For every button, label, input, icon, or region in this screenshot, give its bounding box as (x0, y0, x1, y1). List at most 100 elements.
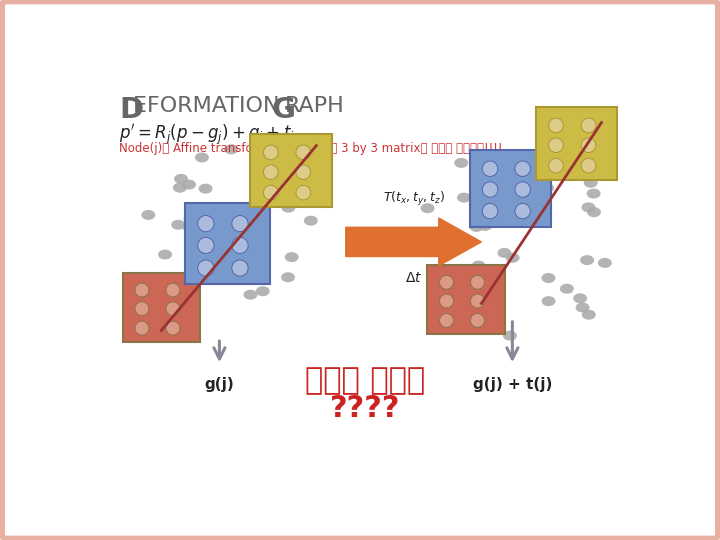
Circle shape (482, 204, 498, 219)
Ellipse shape (282, 202, 295, 213)
Circle shape (549, 138, 563, 152)
Ellipse shape (197, 265, 212, 275)
Ellipse shape (573, 293, 587, 303)
Circle shape (264, 145, 278, 160)
Circle shape (471, 275, 485, 289)
Ellipse shape (248, 214, 262, 224)
Ellipse shape (256, 234, 271, 244)
Ellipse shape (224, 144, 238, 154)
Circle shape (135, 283, 149, 297)
Ellipse shape (587, 207, 601, 217)
Ellipse shape (214, 269, 228, 279)
Ellipse shape (534, 151, 548, 161)
Ellipse shape (474, 273, 488, 284)
Circle shape (166, 283, 180, 297)
Ellipse shape (575, 302, 590, 313)
Ellipse shape (194, 245, 208, 255)
FancyArrow shape (346, 218, 482, 266)
Ellipse shape (491, 213, 505, 223)
Circle shape (264, 185, 278, 200)
Ellipse shape (492, 280, 506, 290)
Circle shape (264, 165, 278, 179)
Ellipse shape (598, 258, 612, 268)
Text: $T(t_x, t_y, t_z)$: $T(t_x, t_y, t_z)$ (382, 190, 444, 208)
Ellipse shape (248, 209, 263, 219)
Circle shape (439, 275, 454, 289)
Circle shape (471, 314, 485, 327)
Ellipse shape (480, 160, 494, 171)
Bar (536, 107, 617, 180)
Ellipse shape (490, 309, 504, 320)
Text: G: G (271, 96, 295, 124)
Text: ????: ???? (330, 394, 400, 423)
Ellipse shape (454, 158, 468, 168)
Ellipse shape (490, 325, 503, 334)
Ellipse shape (539, 143, 554, 153)
Circle shape (135, 302, 149, 316)
Circle shape (482, 182, 498, 197)
Ellipse shape (459, 235, 474, 245)
Ellipse shape (141, 210, 156, 220)
Circle shape (471, 294, 485, 308)
Circle shape (515, 161, 531, 177)
Ellipse shape (493, 198, 507, 208)
Circle shape (166, 302, 180, 316)
Ellipse shape (472, 261, 485, 271)
Circle shape (581, 138, 596, 152)
Ellipse shape (202, 207, 216, 217)
Text: D: D (120, 96, 143, 124)
Ellipse shape (173, 183, 187, 193)
Ellipse shape (548, 166, 562, 176)
Ellipse shape (274, 153, 287, 163)
Ellipse shape (541, 273, 555, 283)
Ellipse shape (541, 296, 556, 306)
Ellipse shape (540, 183, 554, 193)
Text: Node(j)의 Affine transformation은 R(j)의 3 by 3 matrix에 의해서 열거된다!!!!: Node(j)의 Affine transformation은 R(j)의 3 … (120, 142, 503, 155)
Ellipse shape (195, 152, 209, 163)
Ellipse shape (240, 255, 253, 265)
Ellipse shape (281, 272, 295, 282)
Ellipse shape (297, 183, 311, 193)
Ellipse shape (492, 213, 506, 224)
Ellipse shape (284, 252, 299, 262)
Ellipse shape (456, 272, 469, 281)
Ellipse shape (192, 268, 207, 278)
Text: RAPH: RAPH (285, 96, 345, 117)
Circle shape (232, 238, 248, 253)
Circle shape (439, 294, 454, 308)
Ellipse shape (182, 179, 196, 190)
Ellipse shape (582, 310, 595, 320)
Text: $\Delta t$: $\Delta t$ (405, 271, 422, 285)
Ellipse shape (468, 265, 482, 274)
Ellipse shape (256, 286, 270, 296)
Ellipse shape (580, 255, 594, 265)
Ellipse shape (478, 221, 492, 231)
Bar (122, 273, 200, 342)
Ellipse shape (584, 178, 598, 188)
Ellipse shape (186, 285, 199, 295)
Ellipse shape (498, 248, 511, 258)
Ellipse shape (457, 193, 471, 202)
Bar (251, 134, 332, 207)
Ellipse shape (582, 202, 595, 212)
Ellipse shape (238, 215, 253, 225)
Ellipse shape (238, 246, 252, 255)
Ellipse shape (171, 220, 185, 230)
Ellipse shape (199, 184, 212, 194)
Circle shape (198, 215, 214, 232)
Ellipse shape (256, 221, 270, 231)
Ellipse shape (270, 145, 284, 155)
Ellipse shape (243, 220, 256, 230)
Ellipse shape (490, 203, 503, 213)
Ellipse shape (469, 222, 483, 232)
Text: EFORMATION: EFORMATION (133, 96, 287, 117)
Circle shape (515, 204, 531, 219)
Circle shape (581, 118, 596, 133)
Circle shape (296, 185, 311, 200)
Bar (469, 150, 551, 226)
Circle shape (198, 238, 214, 253)
Ellipse shape (505, 253, 520, 263)
Ellipse shape (243, 289, 258, 300)
Circle shape (232, 215, 248, 232)
Ellipse shape (560, 284, 574, 294)
